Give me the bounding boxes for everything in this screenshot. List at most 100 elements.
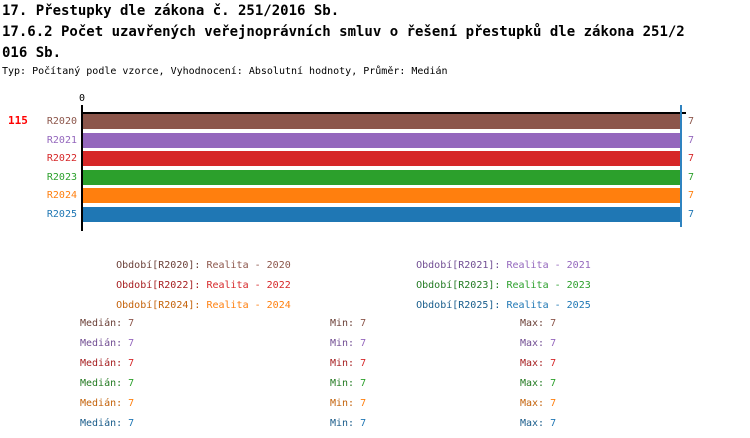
x-axis-zero-label: 0 [78, 93, 86, 104]
legend-label: Období[R2025]: [416, 300, 501, 311]
bar [83, 188, 680, 203]
max-cell: Max: 7 [520, 357, 556, 370]
bar-row: R2021 7 [47, 132, 694, 148]
legend-item: Období[R2023]: Realita - 2023 [380, 266, 591, 291]
bar-value-label: 7 [688, 134, 695, 146]
legend-value: Realita - 2022 [206, 280, 291, 291]
bar-row: R2023 7 [47, 169, 694, 185]
max-value-marker-line [680, 105, 682, 227]
y-axis-line [81, 105, 83, 231]
min-cell: Min: 7 [330, 377, 366, 390]
max-value: 7 [550, 318, 557, 329]
median-label: Medián: [80, 418, 123, 429]
legend-value: Realita - 2021 [506, 260, 591, 271]
bar-row: R2025 7 [47, 206, 694, 222]
stats-row: Medián: 7 Min: 7 Max: 7 [0, 357, 750, 370]
bar [83, 169, 680, 185]
min-label: Min: [330, 318, 355, 329]
category-label: R2023 [46, 171, 77, 183]
bar-value-label: 7 [688, 208, 695, 220]
legend-item: Období[R2022]: Realita - 2022 [80, 266, 291, 291]
legend-item: Období[R2025]: Realita - 2025 [380, 286, 591, 311]
stats-row: Medián: 7 Min: 7 Max: 7 [0, 397, 750, 410]
chart-subtitle: 17.6.2 Počet uzavřených veřejnoprávních … [2, 24, 685, 61]
page-title: 17. Přestupky dle zákona č. 251/2016 Sb. [2, 3, 340, 19]
median-label: Medián: [80, 338, 123, 349]
min-label: Min: [330, 338, 355, 349]
bar [83, 151, 680, 166]
median-cell: Medián: 7 [80, 397, 134, 410]
median-label: Medián: [80, 398, 123, 409]
max-label: Max: [520, 318, 545, 329]
max-value: 7 [550, 418, 557, 429]
legend-item: Období[R2021]: Realita - 2021 [380, 246, 591, 271]
legend-value: Realita - 2025 [506, 300, 591, 311]
min-value: 7 [360, 358, 367, 369]
x-axis-line [81, 112, 686, 114]
min-value: 7 [360, 378, 367, 389]
category-label: R2024 [46, 190, 77, 201]
min-label: Min: [330, 398, 355, 409]
legend-label: Období[R2023]: [416, 280, 501, 291]
category-label: R2021 [46, 134, 77, 146]
legend-label: Období[R2020]: [116, 260, 201, 271]
min-label: Min: [330, 418, 355, 429]
max-value: 7 [550, 338, 557, 349]
stats-row: Medián: 7 Min: 7 Max: 7 [0, 377, 750, 390]
legend-value: Realita - 2023 [506, 280, 591, 291]
indicator-number: 115 [8, 114, 28, 127]
median-value: 7 [128, 398, 135, 409]
max-value: 7 [550, 398, 557, 409]
max-cell: Max: 7 [520, 417, 556, 430]
min-label: Min: [330, 358, 355, 369]
max-value: 7 [550, 358, 557, 369]
median-value: 7 [128, 318, 135, 329]
median-label: Medián: [80, 318, 123, 329]
bar-value-label: 7 [688, 153, 695, 164]
min-cell: Min: 7 [330, 397, 366, 410]
median-value: 7 [128, 358, 135, 369]
median-label: Medián: [80, 358, 123, 369]
max-label: Max: [520, 378, 545, 389]
median-cell: Medián: 7 [80, 377, 134, 390]
min-cell: Min: 7 [330, 317, 366, 330]
median-label: Medián: [80, 378, 123, 389]
median-value: 7 [128, 378, 135, 389]
category-label: R2022 [46, 153, 77, 164]
legend-label: Období[R2022]: [116, 280, 201, 291]
max-label: Max: [520, 418, 545, 429]
stats-row: Medián: 7 Min: 7 Max: 7 [0, 317, 750, 330]
min-value: 7 [360, 318, 367, 329]
category-label: R2020 [46, 116, 77, 127]
min-label: Min: [330, 378, 355, 389]
stats-row: Medián: 7 Min: 7 Max: 7 [0, 417, 750, 430]
bar-value-label: 7 [688, 116, 695, 127]
category-label: R2025 [46, 208, 77, 220]
min-value: 7 [360, 398, 367, 409]
max-cell: Max: 7 [520, 317, 556, 330]
median-cell: Medián: 7 [80, 357, 134, 370]
min-cell: Min: 7 [330, 417, 366, 430]
max-label: Max: [520, 338, 545, 349]
median-cell: Medián: 7 [80, 417, 134, 430]
median-cell: Medián: 7 [80, 317, 134, 330]
max-label: Max: [520, 358, 545, 369]
min-value: 7 [360, 338, 367, 349]
median-cell: Medián: 7 [80, 337, 134, 350]
min-cell: Min: 7 [330, 337, 366, 350]
legend-item: Období[R2020]: Realita - 2020 [80, 246, 291, 271]
max-cell: Max: 7 [520, 337, 556, 350]
legend-value: Realita - 2024 [206, 300, 291, 311]
median-value: 7 [128, 418, 135, 429]
bar-row: R2020 7 [47, 114, 694, 129]
legend-item: Období[R2024]: Realita - 2024 [80, 286, 291, 311]
max-label: Max: [520, 398, 545, 409]
legend-value: Realita - 2020 [206, 260, 291, 271]
legend-label: Období[R2024]: [116, 300, 201, 311]
bar-row: R2022 7 [47, 151, 694, 166]
bar [83, 206, 680, 222]
legend-label: Období[R2021]: [416, 260, 501, 271]
bar-value-label: 7 [688, 190, 695, 201]
min-cell: Min: 7 [330, 357, 366, 370]
